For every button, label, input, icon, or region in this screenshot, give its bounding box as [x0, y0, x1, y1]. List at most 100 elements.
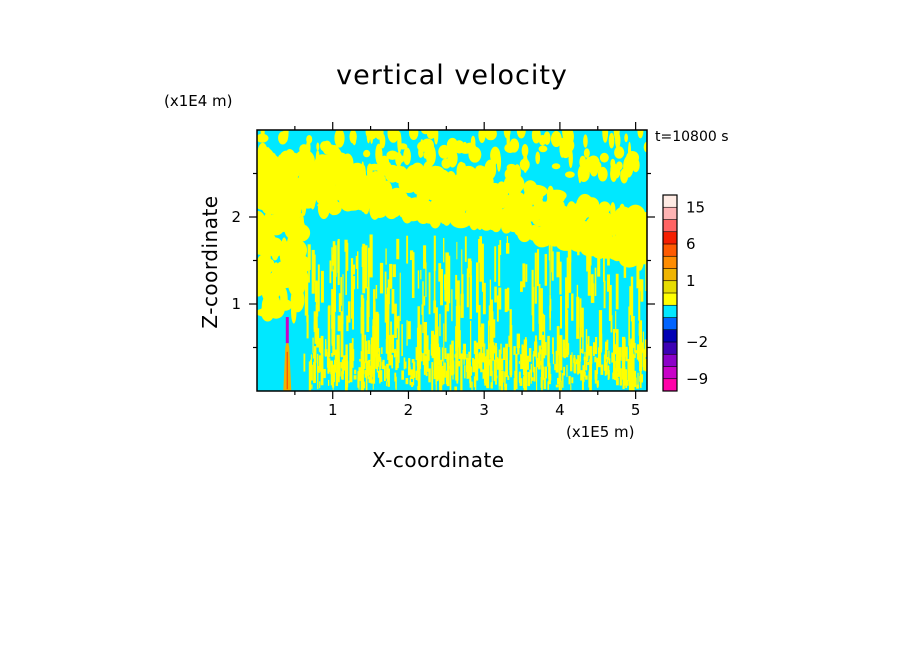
updraft-cell: [267, 220, 285, 236]
updraft-stripe: [536, 249, 540, 287]
colorbar-label: 6: [686, 235, 696, 253]
colorbar-label: 15: [686, 198, 705, 216]
updraft-stripe: [391, 354, 394, 369]
updraft-stripe: [363, 361, 366, 369]
updraft-stripe: [313, 263, 315, 290]
updraft-stripe: [361, 246, 365, 268]
updraft-cell: [465, 204, 480, 220]
updraft-cell: [421, 130, 431, 135]
updraft-cell: [408, 130, 419, 141]
updraft-cell: [350, 186, 362, 196]
updraft-stripe: [411, 252, 415, 298]
updraft-stripe: [535, 341, 538, 360]
updraft-stripe: [381, 361, 384, 370]
updraft-cell: [415, 206, 424, 218]
updraft-stripe: [337, 344, 339, 359]
colorbar-swatch: [663, 280, 677, 294]
updraft-stripe: [420, 352, 423, 362]
updraft-stripe: [575, 359, 579, 365]
updraft-cell: [401, 166, 406, 180]
updraft-stripe: [476, 358, 479, 364]
updraft-cell: [613, 130, 620, 141]
updraft-stripe: [636, 344, 639, 360]
updraft-cell: [575, 202, 585, 222]
updraft-stripe: [522, 263, 526, 288]
updraft-stripe: [584, 366, 586, 371]
updraft-cell: [531, 130, 541, 144]
updraft-stripe: [318, 355, 322, 371]
updraft-stripe: [381, 347, 383, 354]
updraft-stripe: [640, 279, 644, 302]
updraft-stripe: [427, 349, 430, 361]
updraft-stripe: [616, 377, 619, 386]
updraft-cell: [506, 130, 510, 150]
updraft-cell: [429, 209, 442, 229]
updraft-stripe: [395, 316, 400, 329]
updraft-stripe: [632, 355, 635, 391]
updraft-cell: [484, 159, 497, 180]
updraft-stripe: [494, 286, 497, 303]
updraft-stripe: [484, 343, 486, 355]
updraft-cell: [370, 130, 374, 144]
updraft-stripe: [520, 354, 524, 370]
updraft-cell: [596, 204, 612, 211]
updraft-stripe: [365, 350, 368, 391]
updraft-stripe: [394, 303, 397, 338]
updraft-cell: [553, 214, 565, 228]
updraft-cell: [595, 227, 614, 239]
updraft-stripe: [439, 378, 441, 388]
updraft-stripe: [371, 352, 375, 361]
updraft-stripe: [469, 373, 471, 384]
updraft-stripe: [368, 359, 371, 376]
updraft-stripe: [324, 339, 327, 353]
colorbar-swatch: [663, 207, 677, 220]
updraft-stripe: [348, 380, 350, 384]
updraft-stripe: [347, 301, 351, 323]
updraft-stripe: [550, 298, 552, 312]
updraft-cell: [583, 195, 590, 211]
updraft-cell: [614, 146, 625, 159]
colorbar-swatch: [663, 342, 677, 355]
updraft-stripe: [418, 356, 422, 369]
updraft-stripe: [628, 306, 630, 346]
updraft-stripe: [563, 366, 566, 376]
updraft-stripe: [391, 289, 395, 314]
updraft-stripe: [577, 245, 580, 256]
updraft-stripe: [576, 296, 580, 339]
updraft-stripe: [579, 298, 582, 328]
updraft-stripe: [464, 236, 467, 262]
updraft-stripe: [483, 353, 486, 364]
updraft-stripe: [320, 357, 324, 373]
updraft-cell: [334, 130, 345, 148]
updraft-stripe: [433, 300, 437, 314]
updraft-stripe: [369, 365, 373, 381]
updraft-stripe: [465, 357, 469, 373]
updraft-cell: [377, 167, 385, 186]
updraft-stripe: [603, 280, 606, 309]
updraft-stripe: [481, 353, 485, 363]
updraft-cell: [610, 165, 618, 182]
updraft-stripe: [587, 350, 589, 359]
updraft-stripe: [422, 355, 426, 366]
updraft-stripe: [304, 266, 308, 316]
updraft-stripe: [352, 349, 355, 361]
updraft-stripe: [606, 339, 609, 351]
updraft-stripe: [535, 352, 538, 391]
updraft-cell: [500, 217, 512, 234]
updraft-stripe: [614, 360, 616, 364]
updraft-stripe: [447, 255, 451, 304]
updraft-stripe: [405, 378, 409, 385]
updraft-stripe: [607, 365, 610, 380]
updraft-stripe: [423, 245, 427, 269]
updraft-cell: [565, 171, 575, 178]
updraft-stripe: [628, 349, 631, 358]
updraft-stripe: [367, 363, 370, 380]
updraft-stripe: [350, 267, 353, 319]
updraft-cell: [398, 176, 419, 193]
updraft-cell: [534, 219, 544, 227]
updraft-stripe: [426, 335, 429, 359]
updraft-stripe: [536, 357, 539, 366]
updraft-stripe: [515, 372, 517, 386]
updraft-stripe: [524, 371, 526, 386]
updraft-stripe: [517, 338, 520, 352]
